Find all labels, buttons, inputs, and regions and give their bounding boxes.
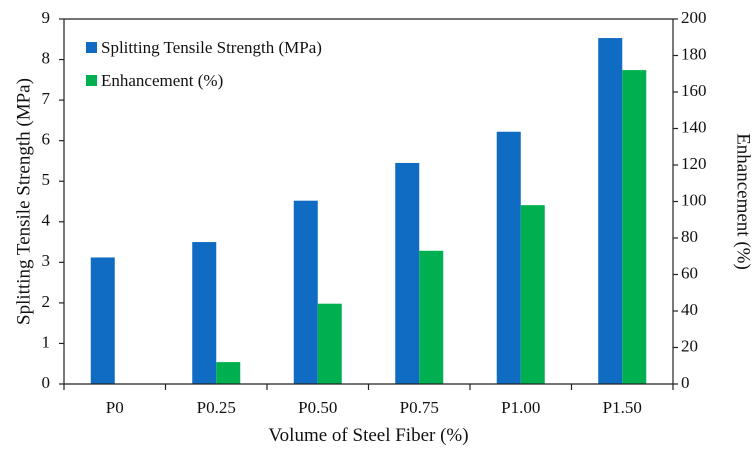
- strength-bar-P0: [90, 257, 115, 384]
- strength-bar-P1-50: [598, 38, 623, 385]
- y-tick-label: 3: [42, 251, 51, 270]
- enhancement-bar-P0-75: [419, 250, 444, 384]
- y2-tick-label: 180: [681, 44, 707, 63]
- x-tick-label: P0.25: [197, 398, 236, 417]
- y2-axis-title: Enhancement (%): [733, 133, 754, 270]
- x-axis-ticks: P0 P0.25 P0.50 P0.75 P1.00 P1.50: [63, 384, 674, 417]
- x-tick-label: P0.50: [298, 398, 337, 417]
- y2-tick-label: 0: [681, 373, 690, 392]
- x-tick-label: P1.50: [603, 398, 642, 417]
- strength-bar-P0-25: [192, 242, 217, 384]
- y-tick-label: 6: [42, 130, 51, 149]
- enhancement-bar-P0-25: [216, 362, 241, 384]
- enhancement-bar-P1-00: [520, 205, 545, 384]
- legend-label-enhancement: Enhancement (%): [101, 71, 223, 90]
- y2-tick-label: 100: [681, 190, 707, 209]
- strength-bar-P0-75: [395, 162, 420, 384]
- y2-tick-label: 120: [681, 154, 707, 173]
- y2-tick-label: 20: [681, 336, 698, 355]
- strength-bar-P1-00: [496, 131, 521, 384]
- x-axis-title: Volume of Steel Fiber (%): [268, 425, 468, 446]
- y-tick-label: 0: [42, 373, 51, 392]
- legend-swatch-strength: [86, 42, 97, 53]
- y-tick-label: 8: [42, 48, 51, 67]
- y2-tick-label: 60: [681, 263, 698, 282]
- enhancement-bar-P1-50: [622, 70, 647, 384]
- x-tick-label: P1.00: [501, 398, 540, 417]
- legend: Splitting Tensile Strength (MPa) Enhance…: [86, 38, 322, 90]
- y-axis-title: Splitting Tensile Strength (MPa): [13, 78, 34, 325]
- y2-axis-ticks: 0 20 40 60 80 100 120 140 160 180 200: [673, 8, 707, 392]
- y2-tick-label: 160: [681, 81, 707, 100]
- y-tick-label: 2: [42, 292, 51, 311]
- y-tick-label: 9: [42, 8, 51, 27]
- y2-tick-label: 200: [681, 8, 707, 27]
- y-axis-ticks: 0 1 2 3 4 5 6 7 8 9: [42, 8, 64, 392]
- y-tick-label: 5: [42, 170, 51, 189]
- y2-tick-label: 40: [681, 300, 698, 319]
- x-tick-label: P0.75: [400, 398, 439, 417]
- y-tick-label: 1: [42, 332, 51, 351]
- enhancement-bar-P0-50: [317, 303, 342, 384]
- x-tick-label: P0: [106, 398, 124, 417]
- y2-tick-label: 80: [681, 227, 698, 246]
- y2-tick-label: 140: [681, 117, 707, 136]
- plot-area: 0 1 2 3 4 5 6 7 8 9 0 20 40 60 80 100 120 140 160 180 200 P…: [42, 8, 707, 417]
- bars: [90, 38, 647, 385]
- legend-swatch-enhancement: [86, 75, 97, 86]
- y-tick-label: 7: [42, 89, 51, 108]
- y-tick-label: 4: [42, 211, 51, 230]
- legend-label-strength: Splitting Tensile Strength (MPa): [101, 38, 322, 57]
- strength-bar-P0-50: [293, 200, 318, 384]
